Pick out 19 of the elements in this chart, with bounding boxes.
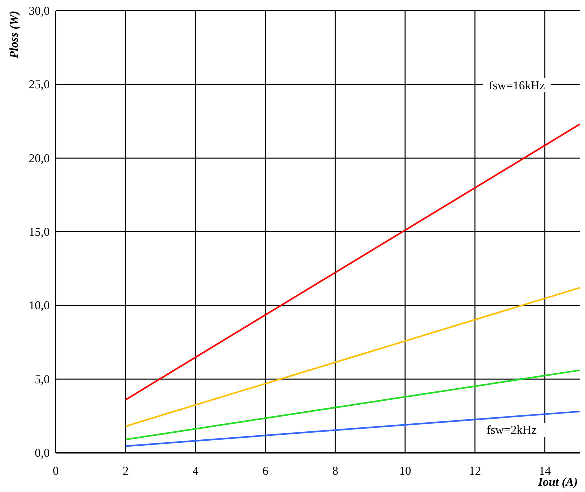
x-tick-label: 6: [262, 464, 269, 478]
y-tick-label: 25,0: [29, 78, 50, 92]
x-tick-label: 10: [399, 464, 412, 478]
x-tick-label: 2: [122, 464, 129, 478]
y-tick-label: 30,0: [29, 4, 50, 18]
y-axis-title: Ploss (W): [7, 11, 21, 59]
x-axis-title: Iout (A): [537, 475, 578, 489]
y-tick-label: 10,0: [29, 298, 50, 313]
y-tick-label: 0,0: [35, 446, 50, 460]
x-tick-label: 8: [332, 464, 338, 478]
x-tick-label: 12: [469, 464, 482, 478]
x-tick-label: 14: [539, 464, 552, 478]
x-tick-label: 0: [53, 464, 59, 478]
y-tick-label: 5,0: [35, 372, 50, 386]
annotation: fsw=16kHz: [489, 78, 546, 92]
annotation: fsw=2kHz: [486, 423, 537, 438]
x-tick-label: 4: [192, 464, 199, 478]
y-tick-label: 15,0: [29, 225, 50, 239]
y-tick-label: 20,0: [29, 151, 50, 166]
